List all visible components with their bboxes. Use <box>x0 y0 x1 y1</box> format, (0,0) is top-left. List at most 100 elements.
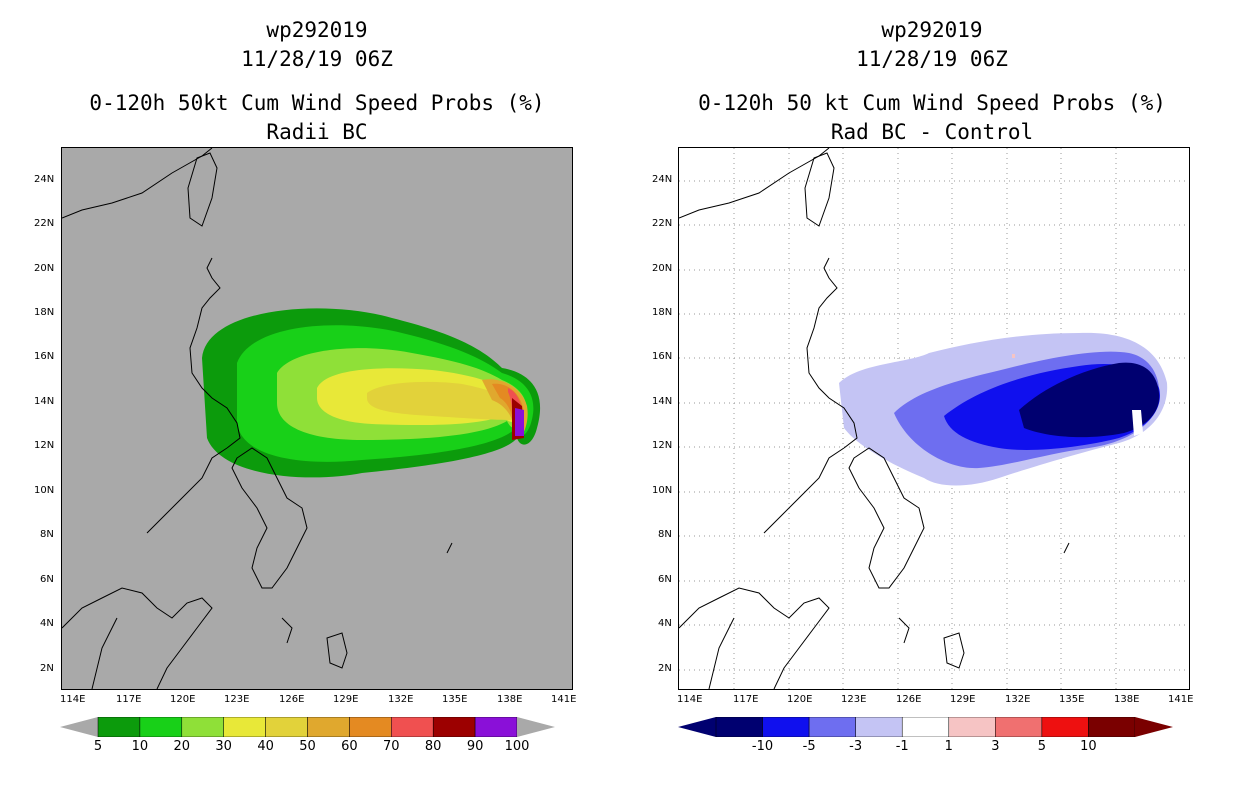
colorbar-arrow-high <box>517 717 555 737</box>
lat-label: 10N <box>34 485 55 496</box>
colorbar-label: 30 <box>215 739 232 754</box>
colorbar-label: 40 <box>257 739 274 754</box>
product-subtitle: Rad BC - Control <box>830 120 1034 144</box>
colorbar-swatch <box>855 716 903 738</box>
colorbar-label: -3 <box>849 739 863 754</box>
lat-label: 14N <box>34 396 55 407</box>
lat-label: 14N <box>652 396 673 407</box>
lat-label: 24N <box>34 174 55 185</box>
lon-label: 129E <box>333 694 359 705</box>
colorbar-label: 80 <box>424 739 442 754</box>
lon-label: 123E <box>224 694 250 705</box>
lat-label: 6N <box>40 574 54 585</box>
colorbar-label: 50 <box>299 739 316 754</box>
lat-label: 16N <box>652 351 673 362</box>
lat-label: 16N <box>34 351 55 362</box>
lat-label: 2N <box>40 663 54 674</box>
left-colorbar-svg <box>60 716 555 738</box>
lon-label: 129E <box>950 694 976 705</box>
colorbar-swatch <box>762 716 810 738</box>
colorbar-swatch <box>391 716 434 738</box>
lon-label: 132E <box>1005 694 1031 705</box>
left-map-svg <box>62 148 541 689</box>
lat-label: 24N <box>652 174 673 185</box>
colorbar-label: 10 <box>131 739 149 754</box>
colorbar-arrow-low <box>60 717 98 737</box>
colorbar-label: 10 <box>1080 739 1097 754</box>
lat-label: 12N <box>652 440 673 451</box>
left-colorbar <box>60 716 555 738</box>
right-map-svg <box>679 148 1189 689</box>
lon-label: 126E <box>896 694 922 705</box>
valid-time: 11/28/19 06Z <box>856 47 1008 71</box>
colorbar-swatch <box>948 716 996 738</box>
product-title: 0-120h 50 kt Cum Wind Speed Probs (%) <box>698 91 1166 115</box>
lon-label: 117E <box>733 694 759 705</box>
colorbar-swatch <box>181 716 224 738</box>
storm-id: wp292019 <box>266 18 368 42</box>
lat-label: 12N <box>34 440 55 451</box>
lat-label: 10N <box>652 485 673 496</box>
lon-label: 135E <box>1059 694 1085 705</box>
product-subtitle: Radii BC <box>266 120 368 144</box>
lat-label: 22N <box>34 218 55 229</box>
colorbar-arrow-high <box>1135 717 1173 737</box>
product-title: 0-120h 50kt Cum Wind Speed Probs (%) <box>89 91 545 115</box>
colorbar-swatch <box>474 716 518 738</box>
colorbar-swatch <box>223 716 266 738</box>
colorbar-label: 60 <box>341 739 358 754</box>
colorbar-label: 20 <box>173 739 191 754</box>
lon-label: 141E <box>1168 694 1194 705</box>
colorbar-label: 70 <box>383 739 400 754</box>
lon-label: 123E <box>841 694 867 705</box>
lon-label: 138E <box>497 694 523 705</box>
colorbar-label: -5 <box>802 739 816 754</box>
colorbar-swatch <box>901 716 950 738</box>
lon-label: 132E <box>388 694 414 705</box>
colorbar-label: 1 <box>944 739 953 754</box>
lat-label: 4N <box>40 618 54 629</box>
lon-label: 135E <box>442 694 468 705</box>
lat-label: 18N <box>652 307 673 318</box>
colorbar-arrow-low <box>678 717 716 737</box>
colorbar-label: 90 <box>466 739 484 754</box>
lat-label: 6N <box>658 574 672 585</box>
lat-label: 8N <box>40 529 54 540</box>
colorbar-label: -1 <box>895 739 909 754</box>
colorbar-swatch <box>349 716 392 738</box>
right-map <box>678 147 1190 690</box>
colorbar-swatch <box>715 716 763 738</box>
colorbar-swatch <box>265 716 308 738</box>
colorbar-swatch <box>1041 716 1089 738</box>
lat-label: 8N <box>658 529 672 540</box>
right-colorbar <box>678 716 1173 738</box>
colorbar-swatch <box>1088 716 1136 738</box>
lon-label: 141E <box>551 694 577 705</box>
colorbar-swatch <box>97 716 141 738</box>
valid-time: 11/28/19 06Z <box>241 47 393 71</box>
lon-label: 117E <box>116 694 142 705</box>
storm-id: wp292019 <box>881 18 983 42</box>
lon-label: 114E <box>60 694 86 705</box>
lon-label: 114E <box>677 694 703 705</box>
lon-label: 126E <box>279 694 305 705</box>
right-colorbar-svg <box>678 716 1173 738</box>
lon-label: 120E <box>787 694 813 705</box>
colorbar-swatch <box>995 716 1043 738</box>
colorbar-swatch <box>139 716 183 738</box>
lat-label: 20N <box>34 263 55 274</box>
colorbar-label: 5 <box>1037 739 1047 754</box>
lat-label: 22N <box>652 218 673 229</box>
lat-label: 2N <box>658 663 672 674</box>
lon-label: 138E <box>1114 694 1140 705</box>
colorbar-swatch <box>808 716 856 738</box>
colorbar-swatch <box>307 716 350 738</box>
lat-label: 20N <box>652 263 673 274</box>
colorbar-label: 5 <box>93 739 103 754</box>
colorbar-label: 100 <box>504 739 530 754</box>
lon-label: 120E <box>170 694 196 705</box>
left-map <box>61 147 573 690</box>
lat-label: 4N <box>658 618 672 629</box>
lat-label: 18N <box>34 307 55 318</box>
colorbar-swatch <box>432 716 476 738</box>
